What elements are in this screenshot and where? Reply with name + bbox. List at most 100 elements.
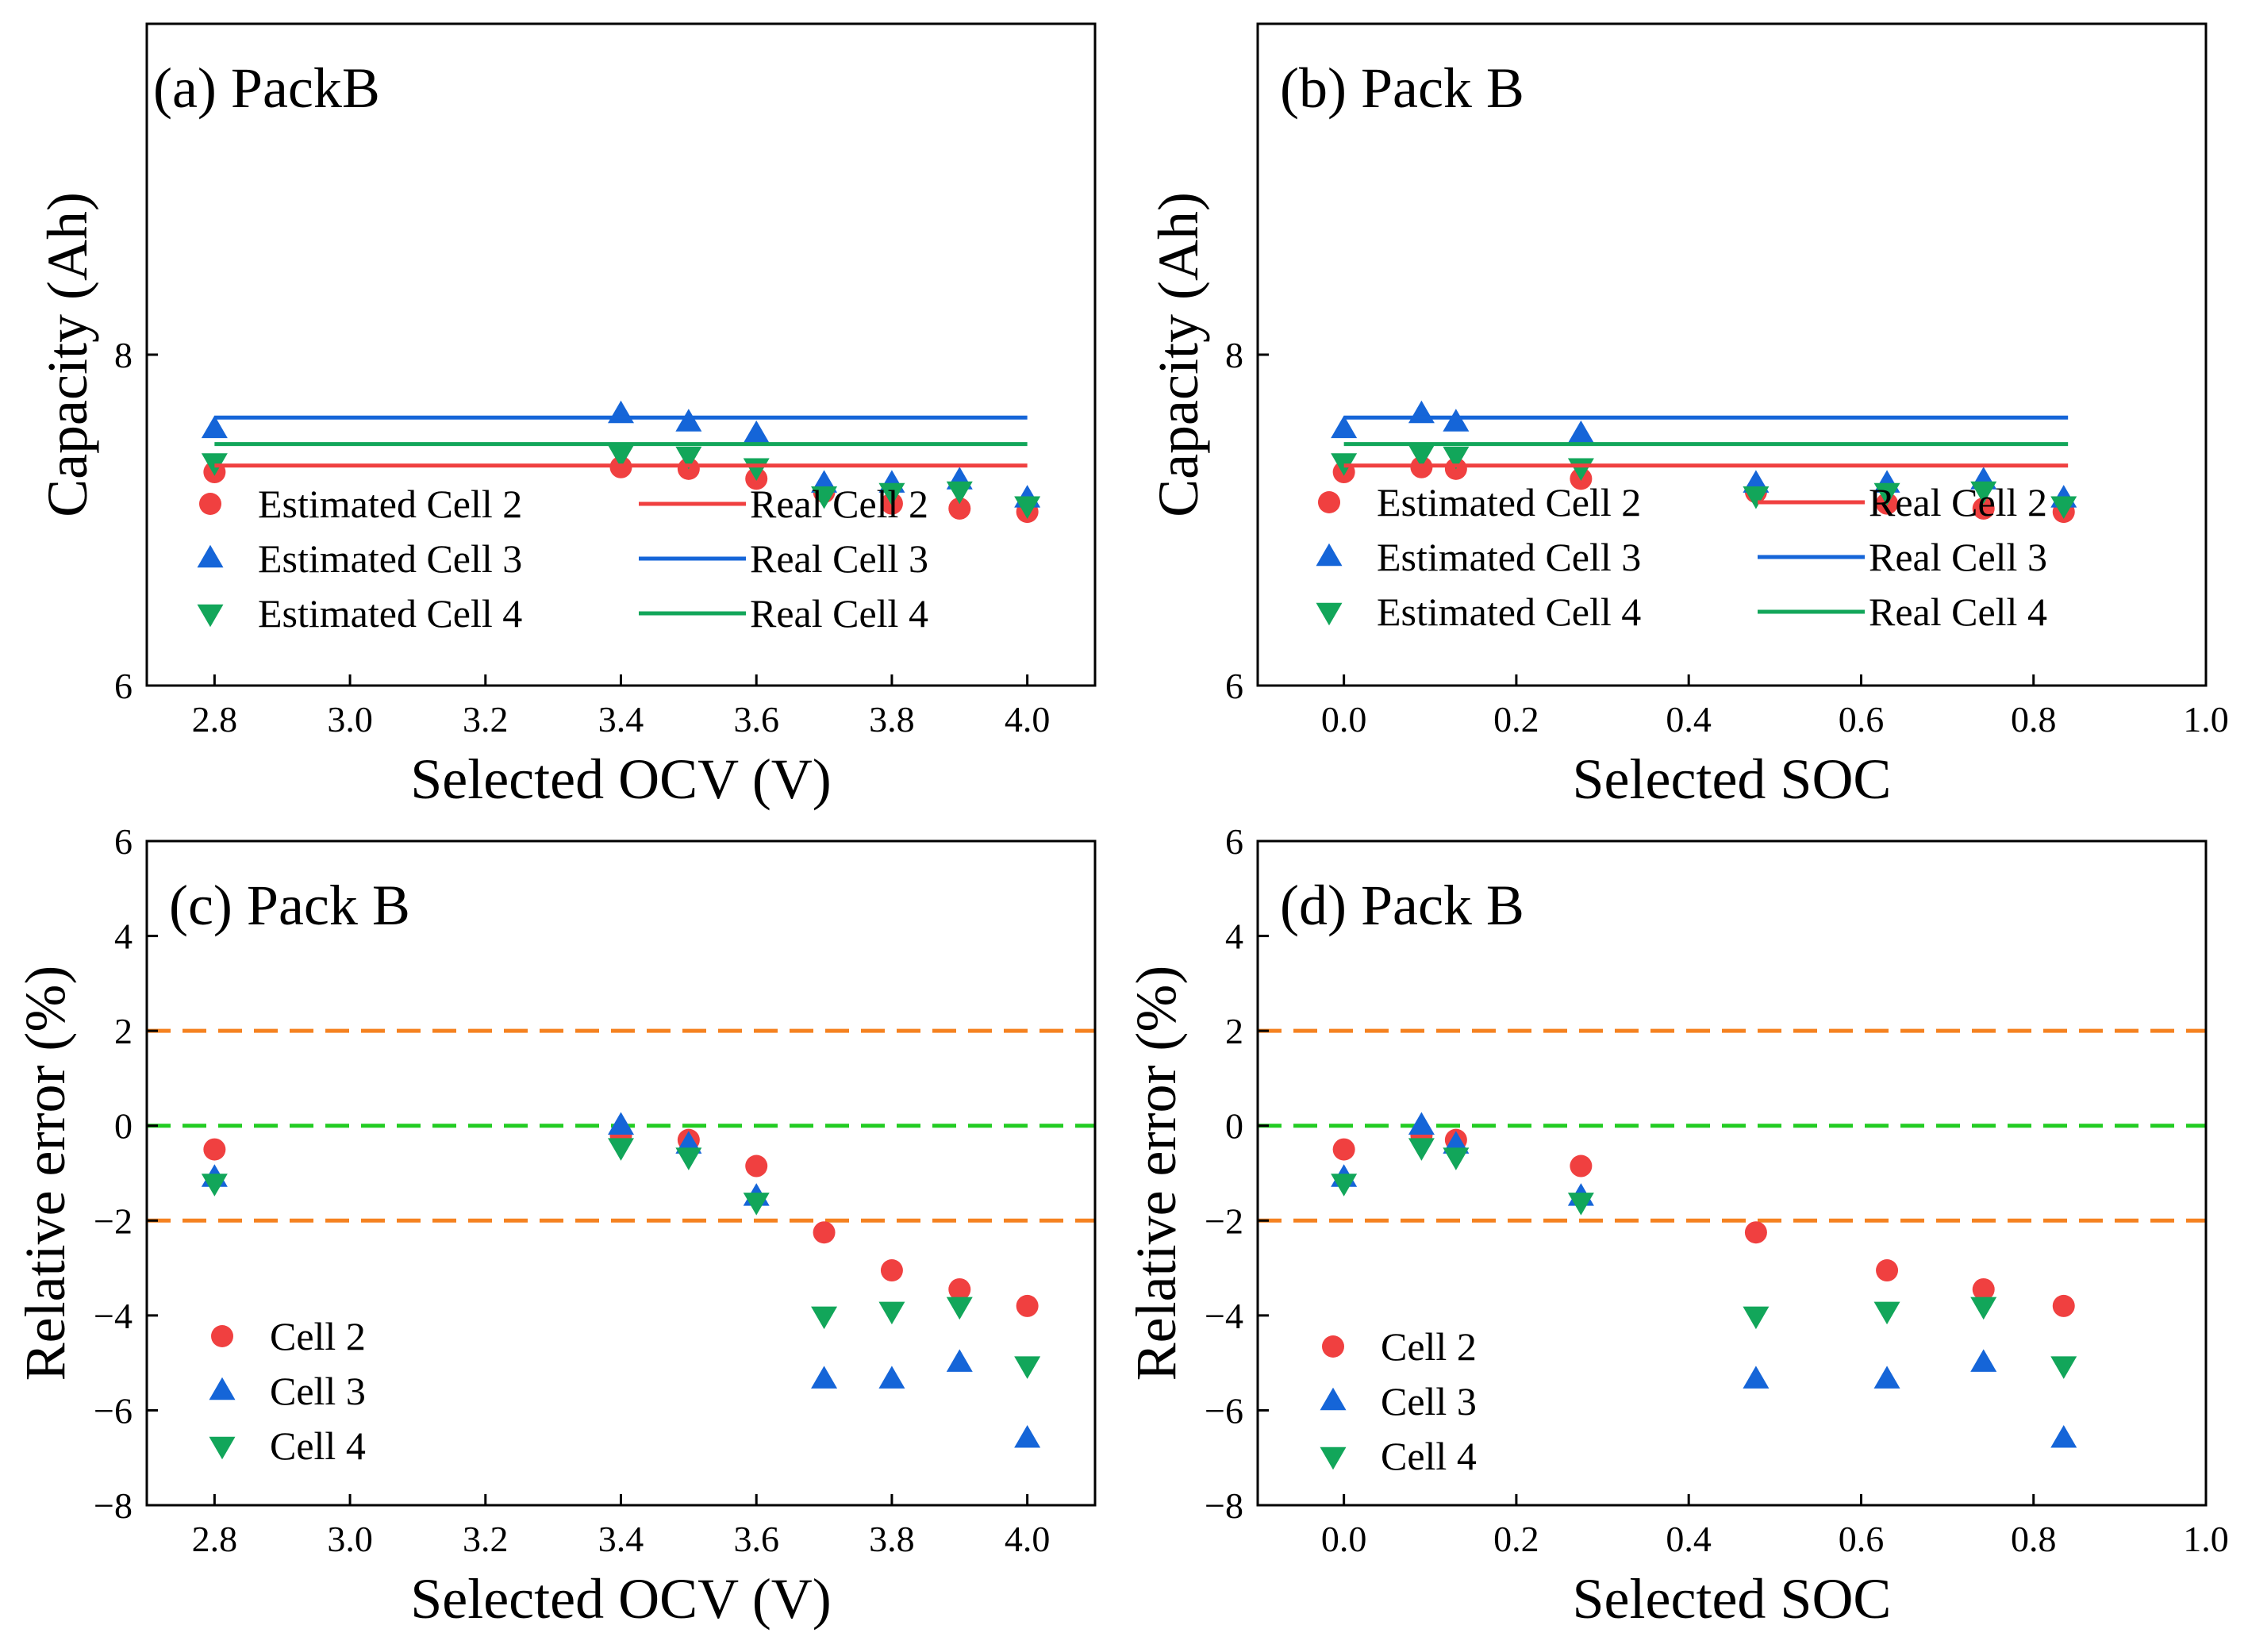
legend-label: Estimated Cell 2 [1377,480,1641,524]
x-tick-label: 0.0 [1321,1519,1367,1559]
plot-frame [1256,22,2208,687]
data-point [1443,409,1470,432]
legend-label: Estimated Cell 4 [1377,590,1641,634]
y-tick-label: −4 [1205,1296,1243,1336]
x-tick-label: 0.2 [1493,699,1539,740]
data-point [1970,1349,1997,1372]
panel-title: (d) Pack B [1280,874,1524,937]
y-tick-label: 4 [1225,916,1243,957]
legend-label: Estimated Cell 2 [258,482,522,526]
legend: Cell 2 Cell 3 Cell 4 [209,1314,366,1468]
x-tick-label: 0.4 [1666,1519,1712,1559]
legend-label: Estimated Cell 3 [1377,535,1641,579]
data-point [1743,1306,1770,1330]
data-point [1443,446,1470,470]
panel-title: (b) Pack B [1280,56,1524,120]
legend-label: Real Cell 2 [1869,480,2047,524]
y-tick-label: 6 [1225,666,1243,706]
data-point [811,486,838,509]
y-tick-label: −2 [94,1201,133,1241]
data-point [946,481,973,505]
legend-marker [1322,1335,1344,1358]
legend-label: Real Cell 3 [750,536,928,581]
legend-label: Cell 4 [1381,1434,1477,1478]
y-tick-label: 6 [114,821,133,862]
data-point [608,400,634,424]
x-tick-label: 3.8 [869,1519,915,1559]
legend-label: Real Cell 3 [1869,535,2047,579]
data-point [2050,1356,2077,1379]
legend-marker [1318,491,1340,513]
x-tick-label: 1.0 [2183,699,2229,740]
data-point [2050,496,2077,519]
y-tick-label: −6 [1205,1390,1243,1431]
data-point [1331,415,1358,439]
legend-label: Real Cell 4 [1869,590,2047,634]
y-axis-label: Capacity (Ah) [36,192,99,517]
data-point [1014,1356,1041,1379]
y-tick-label: 2 [114,1011,133,1051]
panel-c: 2.8 3.0 3.2 3.4 3.6 3.8 4.0 −8 −6 −4 −2 0 2 4 6 Selecte… [13,821,1097,1631]
data-point [1567,420,1594,444]
data-point [1972,497,1995,520]
data-point [1873,482,1900,506]
x-axis-label: Selected SOC [1573,1567,1892,1631]
data-point [608,1138,634,1161]
data-point [608,444,634,468]
legend-label: Real Cell 4 [750,591,928,636]
y-tick-label: 8 [114,335,133,375]
x-tick-label: 0.8 [2011,1519,2057,1559]
legend-marker [199,493,221,515]
y-tick-label: 4 [114,916,133,957]
legend-label: Cell 3 [270,1369,366,1413]
data-point [1016,1294,1039,1317]
data-point [203,1138,226,1161]
x-tick-label: 3.4 [598,1519,644,1559]
legend-marker [197,604,224,628]
data-point [1743,1366,1770,1389]
data-point [1408,1112,1435,1135]
x-tick-label: 3.8 [869,699,915,740]
data-point [2050,1425,2077,1448]
data-point [811,1306,838,1330]
legend-label: Cell 4 [270,1423,366,1468]
data-point [813,1221,836,1244]
legend-marker [1316,543,1343,567]
data-point [743,1193,770,1216]
data-point [878,482,905,506]
legend-label: Cell 2 [1381,1324,1477,1369]
legend-marker [1316,602,1343,626]
series-cell-4 [1331,1138,2077,1379]
data-point [1972,1277,1995,1300]
data-point [743,420,770,444]
x-tick-label: 0.0 [1321,699,1367,740]
plot-frame [1256,839,2208,1507]
y-tick-label: 6 [1225,821,1243,862]
data-point [675,446,702,470]
x-tick-label: 0.8 [2011,699,2057,740]
legend: Estimated Cell 2 Estimated Cell 3 Estimate… [197,482,928,636]
x-tick-label: 3.2 [463,1519,509,1559]
y-tick-label: 0 [114,1106,133,1147]
series-cell-4 [201,1138,1041,1379]
legend-marker [209,1436,236,1460]
data-point [745,1154,768,1178]
data-point [1567,1193,1594,1216]
x-tick-label: 4.0 [1005,1519,1051,1559]
data-point [1873,1366,1900,1389]
x-tick-label: 3.0 [327,1519,373,1559]
legend-label: Cell 3 [1381,1379,1477,1423]
data-point [201,1174,228,1197]
x-tick-label: 3.4 [598,699,644,740]
x-tick-label: 0.6 [1839,699,1885,740]
data-point [1331,1174,1358,1197]
legend: Estimated Cell 2 Estimated Cell 3 Estimate… [1316,480,2047,634]
legend-marker [1320,1446,1347,1470]
x-axis-label: Selected OCV (V) [410,747,832,811]
x-axis-label: Selected OCV (V) [410,1567,832,1631]
y-tick-label: −8 [94,1485,133,1526]
plot-frame [145,22,1097,687]
panel-title: (c) Pack B [169,874,410,937]
data-point [948,1277,971,1300]
